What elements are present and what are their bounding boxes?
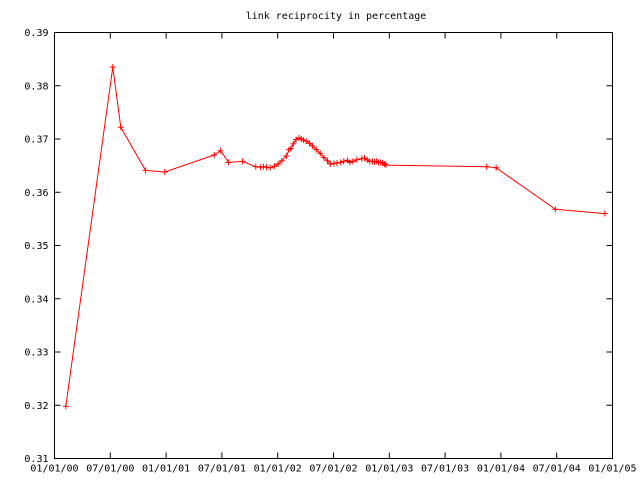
data-point-marker: [225, 159, 232, 166]
data-point-marker: [275, 161, 282, 168]
x-tick-label: 07/01/00: [86, 464, 134, 475]
y-tick-label: 0.33: [24, 348, 48, 359]
data-point-marker: [327, 161, 334, 168]
data-point-marker: [109, 64, 116, 71]
data-point-marker: [309, 142, 316, 149]
data-point-marker: [263, 164, 270, 171]
data-point-marker: [161, 169, 168, 176]
data-point-marker: [62, 403, 69, 410]
chart-title: link reciprocity in percentage: [246, 11, 427, 22]
data-point-marker: [361, 155, 368, 162]
data-point-marker: [340, 158, 347, 165]
data-point-marker: [260, 163, 267, 170]
x-tick-label: 07/01/02: [309, 464, 357, 475]
data-point-marker: [303, 138, 310, 145]
data-point-marker: [349, 158, 356, 165]
data-point-marker: [217, 147, 224, 154]
x-tick-label: 07/01/01: [198, 464, 246, 475]
series-markers: [62, 64, 608, 410]
data-point-marker: [346, 159, 353, 166]
data-point-marker: [252, 163, 259, 170]
data-point-marker: [483, 163, 490, 170]
data-point-marker: [117, 124, 124, 131]
data-point-marker: [142, 167, 149, 174]
x-tick-label: 01/01/02: [254, 464, 302, 475]
data-point-marker: [287, 145, 294, 152]
data-point-marker: [353, 156, 360, 163]
series-line: [65, 67, 605, 407]
data-point-marker: [358, 155, 365, 162]
data-point-marker: [320, 154, 327, 161]
data-point-marker: [334, 159, 341, 166]
data-point-marker: [267, 164, 274, 171]
plot-frame: [54, 32, 613, 459]
data-point-marker: [306, 140, 313, 147]
data-point-marker: [239, 158, 246, 165]
data-point-marker: [493, 164, 500, 171]
y-tick-label: 0.34: [24, 294, 48, 305]
data-point-marker: [257, 164, 264, 171]
data-point-marker: [300, 137, 307, 144]
data-point-marker: [290, 140, 297, 147]
data-point-marker: [381, 161, 388, 168]
y-tick-label: 0.35: [24, 241, 48, 252]
data-point-marker: [601, 210, 608, 217]
x-axis: 01/01/00 07/01/00 01/01/01 07/01/01 01/01/02…: [30, 32, 637, 475]
data-point-marker: [293, 136, 300, 143]
x-tick-label: 07/01/04: [533, 464, 581, 475]
data-point-marker: [324, 157, 331, 164]
y-tick-label: 0.32: [24, 401, 48, 412]
data-point-marker: [278, 157, 285, 164]
y-axis: 0.31 0.32 0.33 0.34 0.35 0.36 0.37 0.38 0.39: [24, 28, 613, 465]
x-tick-label: 07/01/03: [421, 464, 469, 475]
x-tick-label: 01/01/00: [30, 464, 78, 475]
data-point-marker: [552, 206, 559, 213]
x-tick-label: 01/01/04: [477, 464, 525, 475]
data-point-marker: [271, 163, 278, 170]
y-tick-label: 0.36: [24, 188, 48, 199]
x-tick-label: 01/01/05: [588, 464, 636, 475]
data-point-marker: [382, 162, 389, 169]
x-tick-label: 01/01/01: [142, 464, 190, 475]
data-point-marker: [330, 160, 337, 167]
data-point-marker: [313, 146, 320, 153]
data-point-marker: [211, 151, 218, 158]
data-point-marker: [317, 150, 324, 157]
y-tick-label: 0.31: [24, 454, 48, 465]
y-tick-label: 0.37: [24, 135, 48, 146]
y-tick-label: 0.38: [24, 81, 48, 92]
x-tick-label: 01/01/03: [365, 464, 413, 475]
y-tick-label: 0.39: [24, 28, 48, 39]
data-point-marker: [283, 153, 290, 160]
data-point-marker: [337, 159, 344, 166]
